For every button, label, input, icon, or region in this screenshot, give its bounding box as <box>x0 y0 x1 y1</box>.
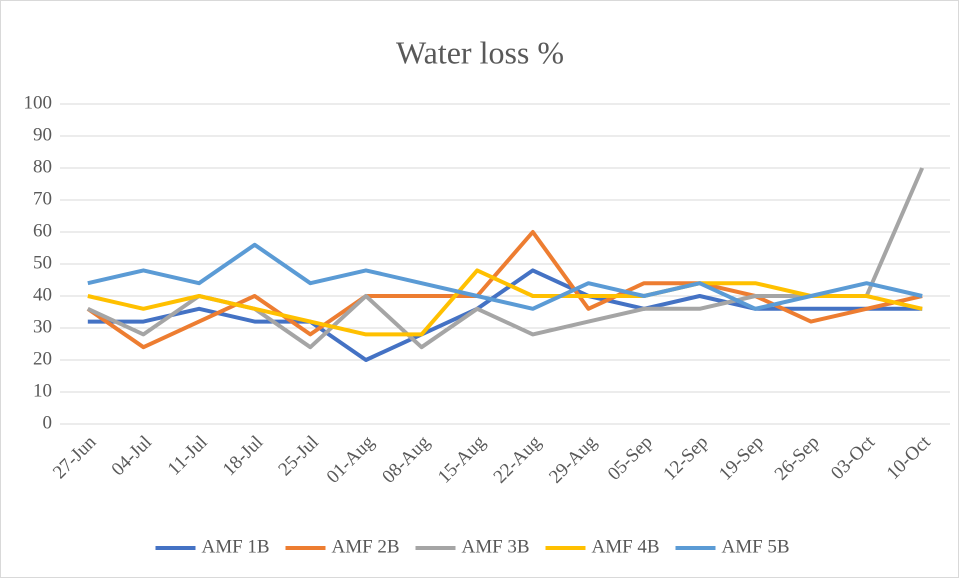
legend-label: AMF 2B <box>332 536 400 557</box>
legend-label: AMF 1B <box>202 536 270 557</box>
y-tick-label: 50 <box>33 252 52 273</box>
y-tick-label: 30 <box>33 316 52 337</box>
series-line <box>87 268 923 337</box>
y-tick-label: 90 <box>33 124 52 145</box>
y-tick-label: 10 <box>33 380 52 401</box>
y-tick-label: 100 <box>24 92 53 113</box>
y-tick-label: 20 <box>33 348 52 369</box>
legend-label: AMF 4B <box>592 536 660 557</box>
y-tick-label: 40 <box>33 284 52 305</box>
legend-label: AMF 5B <box>722 536 790 557</box>
legend-label: AMF 3B <box>462 536 530 557</box>
y-tick-label: 80 <box>33 156 52 177</box>
series-line <box>87 242 923 311</box>
chart-title: Water loss % <box>396 34 564 70</box>
y-tick-label: 0 <box>43 412 53 433</box>
y-tick-label: 70 <box>33 188 52 209</box>
y-tick-label: 60 <box>33 220 52 241</box>
series-line <box>86 230 923 350</box>
